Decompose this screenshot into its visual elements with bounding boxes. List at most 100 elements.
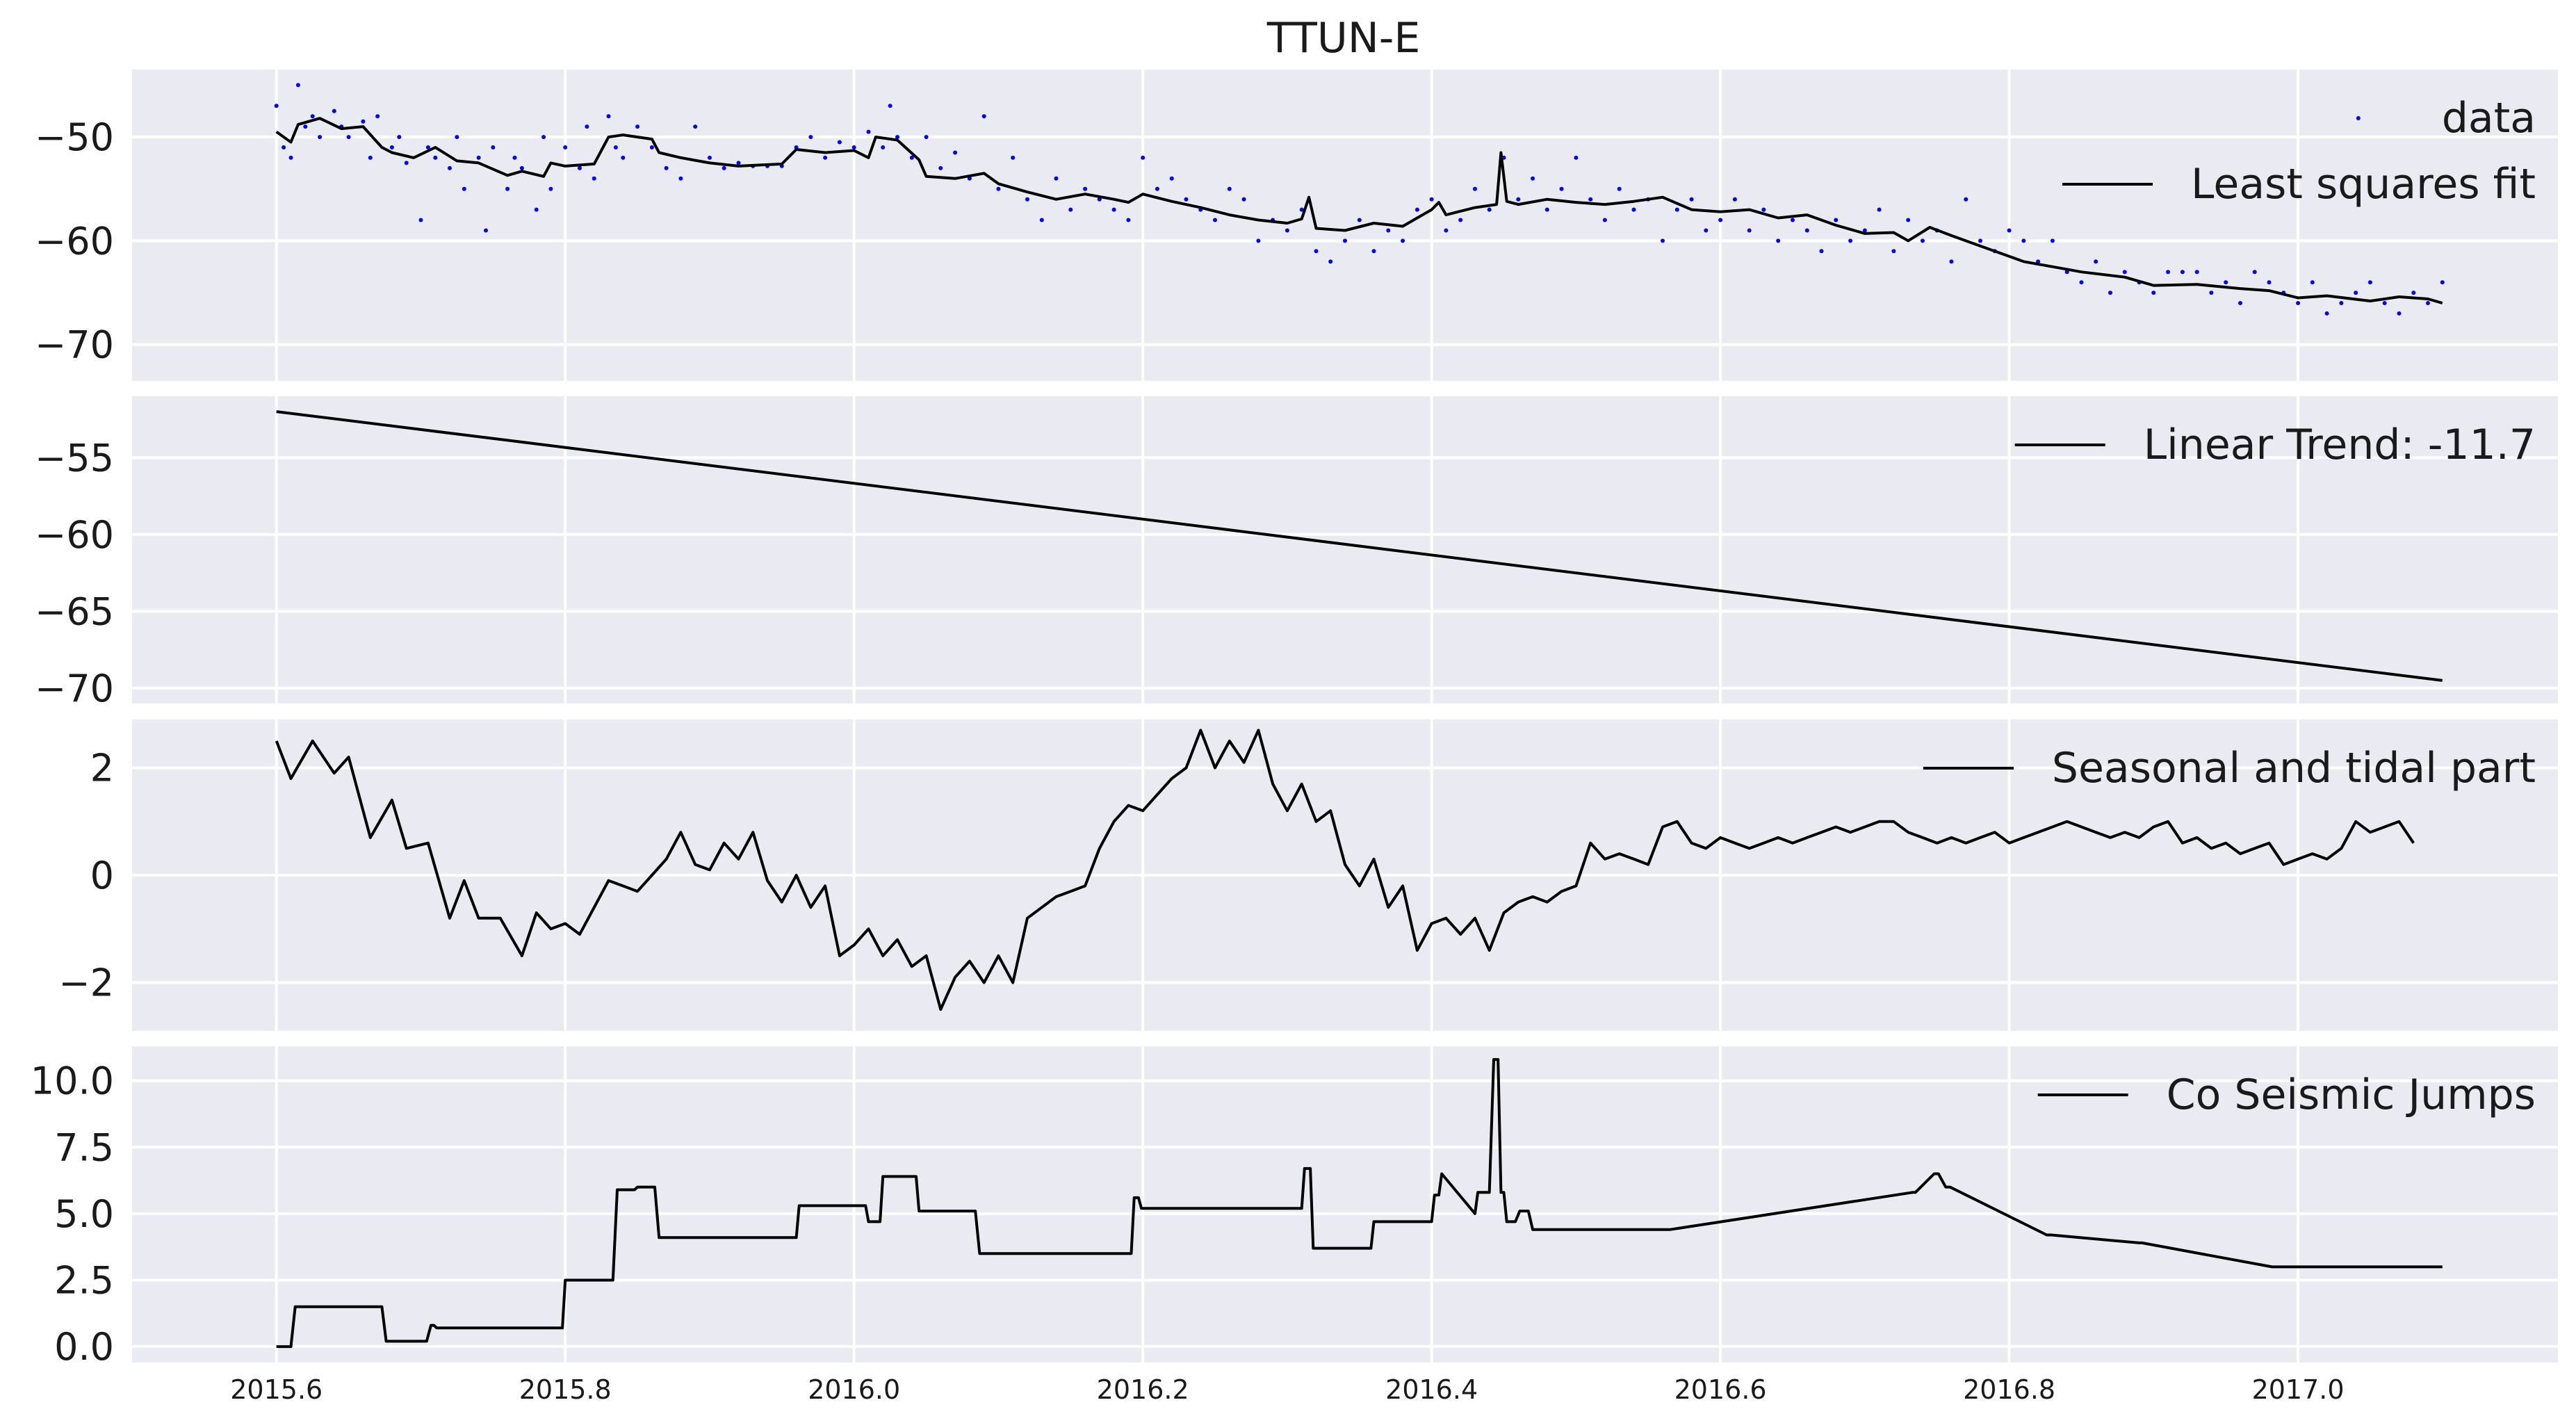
data-point: [2411, 291, 2416, 295]
data-point: [346, 135, 351, 140]
data-point: [2426, 301, 2430, 305]
data-point: [1169, 176, 1174, 181]
data-point: [2151, 291, 2156, 295]
y-tick-label: 7.5: [54, 1125, 114, 1169]
legend-entry: Co Seismic Jumps: [2037, 1071, 2536, 1119]
data-point: [295, 83, 300, 88]
series-line: [276, 410, 2443, 682]
data-point: [895, 135, 899, 140]
data-point: [1357, 218, 1362, 222]
data-point: [1386, 228, 1391, 233]
data-point: [1343, 238, 1347, 243]
data-point: [361, 119, 366, 124]
y-tick-label: 2.5: [54, 1258, 114, 1302]
data-point: [476, 155, 481, 160]
data-point: [397, 135, 402, 140]
data-point: [635, 124, 640, 129]
data-point: [1285, 228, 1289, 233]
data-point: [1155, 186, 1159, 191]
data-point: [1689, 197, 1694, 202]
data-point: [1661, 238, 1665, 243]
data-point: [1314, 249, 1319, 254]
legend-label: data: [2442, 94, 2536, 143]
y-tick-label: −60: [35, 219, 114, 263]
data-point: [1126, 218, 1131, 222]
chart-title: TTUN-E: [1266, 14, 1421, 63]
y-tick-label: 2: [90, 747, 114, 790]
data-point: [425, 145, 430, 149]
data-point: [448, 165, 452, 170]
data-point: [491, 145, 496, 149]
legend-entry: Seasonal and tidal part: [1923, 744, 2536, 792]
data-point: [924, 135, 929, 140]
panel-linear-trend: −55 −60 −65 −70 Linear Trend: -11.7: [35, 396, 2558, 710]
data-point: [808, 135, 813, 140]
data-point: [2367, 280, 2372, 285]
data-point: [2021, 238, 2026, 243]
x-axis: 2015.6 2015.8 2016.0 2016.2 2016.4 2016.6 2016…: [230, 1374, 2344, 1405]
data-point: [1747, 228, 1752, 233]
data-point: [1891, 249, 1896, 254]
x-tick-label: 2016.4: [1385, 1374, 1478, 1405]
data-point: [1776, 238, 1781, 243]
legend-entry: Linear Trend: -11.7: [2014, 421, 2536, 469]
data-point: [1401, 238, 1405, 243]
data-point: [1184, 197, 1189, 202]
data-point: [1241, 197, 1246, 202]
data-point: [1834, 218, 1839, 222]
data-point: [851, 145, 856, 149]
data-point: [938, 165, 943, 170]
data-point: [375, 114, 380, 119]
data-point: [1732, 197, 1737, 202]
data-point: [1473, 186, 1477, 191]
data-point: [519, 165, 524, 170]
data-point: [953, 150, 958, 155]
data-point: [2440, 280, 2445, 285]
data-point: [678, 176, 683, 181]
data-point: [2050, 238, 2055, 243]
data-point: [823, 155, 828, 160]
data-point: [1415, 207, 1419, 212]
data-point: [693, 124, 698, 129]
data-point: [2267, 280, 2272, 285]
y-tick-label: 0: [90, 854, 114, 897]
data-point: [563, 145, 568, 149]
series-line: [275, 729, 2415, 1011]
y-tick-label: −65: [35, 589, 114, 633]
data-point: [1328, 259, 1333, 264]
data-point: [1371, 249, 1376, 254]
data-point: [2122, 270, 2127, 275]
data-point: [2166, 270, 2171, 275]
data-point: [404, 161, 409, 165]
data-point: [866, 129, 871, 134]
data-point: [1039, 218, 1044, 222]
legend-dot-marker: [2356, 116, 2361, 120]
data-point: [606, 114, 611, 119]
y-tick-label: −70: [35, 323, 114, 367]
panel-observations: −50 −60 −70 data Least squares fit: [35, 70, 2558, 381]
data-point: [1704, 228, 1709, 233]
data-point: [534, 207, 539, 212]
data-point: [722, 165, 726, 170]
data-point: [708, 155, 712, 160]
data-point: [2007, 228, 2012, 233]
data-point: [1227, 186, 1232, 191]
y-tick-label: −55: [35, 436, 114, 480]
data-point: [981, 114, 986, 119]
data-point: [1516, 197, 1521, 202]
data-point: [1299, 207, 1304, 212]
data-point: [1458, 218, 1463, 222]
data-point: [1617, 186, 1622, 191]
data-point: [1674, 207, 1679, 212]
data-point: [664, 165, 669, 170]
data-point: [1574, 155, 1579, 160]
data-point: [2108, 291, 2112, 295]
y-tick-label: 0.0: [54, 1325, 114, 1369]
data-point: [1213, 218, 1217, 222]
data-point: [418, 218, 423, 222]
data-point: [2180, 270, 2185, 275]
data-point: [2354, 291, 2358, 295]
x-tick-label: 2016.2: [1097, 1374, 1189, 1405]
data-point: [505, 186, 510, 191]
